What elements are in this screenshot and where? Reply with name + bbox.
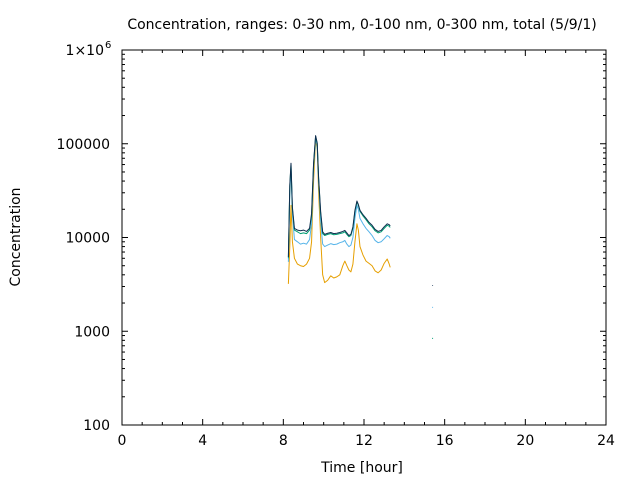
y-axis: 100 1000 10000 100000 1×10 6 xyxy=(57,40,606,434)
plot-frame xyxy=(121,49,607,426)
series-line-4 xyxy=(287,135,391,257)
series-line-1 xyxy=(287,139,391,284)
y-tick-label: 1000 xyxy=(74,324,110,340)
y-tick-label-exponent: 6 xyxy=(105,40,111,51)
series-layer xyxy=(287,135,434,339)
y-axis-label: Concentration xyxy=(8,187,24,286)
y-tick-label: 100000 xyxy=(57,137,110,153)
plot-area xyxy=(121,49,607,426)
series-line-2 xyxy=(287,137,391,262)
x-axis: 0 4 8 12 16 20 24 xyxy=(118,50,615,449)
x-tick-label: 12 xyxy=(355,433,373,449)
x-tick-label: 0 xyxy=(118,433,127,449)
series-line-3 xyxy=(287,135,391,259)
x-tick-label: 24 xyxy=(597,433,615,449)
chart-title: Concentration, ranges: 0-30 nm, 0-100 nm… xyxy=(127,17,596,33)
x-tick-label: 20 xyxy=(516,433,534,449)
x-tick-label: 8 xyxy=(279,433,288,449)
y-tick-label-top: 1×10 xyxy=(66,43,104,59)
x-tick-label: 4 xyxy=(198,433,207,449)
y-tick-label: 100 xyxy=(83,418,110,434)
x-axis-label: Time [hour] xyxy=(320,460,403,476)
x-tick-label: 16 xyxy=(436,433,454,449)
y-tick-label: 10000 xyxy=(65,231,110,247)
